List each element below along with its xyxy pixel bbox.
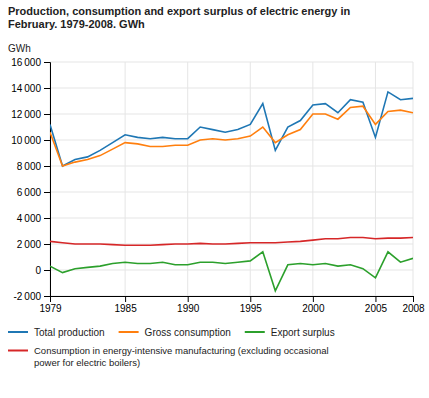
y-grid-line — [50, 192, 413, 193]
x-tick-label: 1979 — [39, 303, 62, 314]
x-tick: 2005 — [365, 296, 388, 314]
legend-label-line: Consumption in energy-intensive manufact… — [34, 345, 329, 356]
legend-label-line: Gross consumption — [145, 327, 231, 338]
x-tick-mark — [375, 296, 376, 302]
y-tick-label: 2 000 — [17, 239, 42, 250]
title-line: February. 1979-2008. GWh — [8, 18, 145, 30]
y-grid-line — [50, 62, 413, 63]
y-tick: 16 000 — [11, 57, 50, 68]
y-tick: 8 000 — [17, 161, 50, 172]
title: Production, consumption and export surpl… — [8, 5, 351, 30]
legend-swatch — [245, 331, 265, 333]
x-tick: 1979 — [39, 296, 62, 314]
y-tick: 0 — [35, 265, 50, 276]
x-grid-line — [375, 62, 376, 296]
y-tick-label: 10 000 — [11, 135, 41, 146]
y-tick-mark — [44, 166, 50, 167]
series-line — [50, 106, 413, 166]
y-tick-label: 4 000 — [17, 213, 42, 224]
y-grid-line — [50, 270, 413, 271]
y-axis-title: GWh — [8, 43, 31, 54]
y-tick: 10 000 — [11, 135, 50, 146]
x-tick: 1985 — [114, 296, 137, 314]
y-tick: 14 000 — [11, 83, 50, 94]
legend-label: Consumption in energy-intensive manufact… — [34, 345, 329, 368]
y-tick: 4 000 — [17, 213, 50, 224]
y-tick-mark — [44, 88, 50, 89]
x-grid-line — [413, 62, 414, 296]
y-tick: 2 000 — [17, 239, 50, 250]
x-tick: 2008 — [402, 296, 425, 314]
x-grid-line — [312, 62, 313, 296]
y-tick-label: 16 000 — [11, 57, 41, 68]
y-grid-line — [50, 88, 413, 89]
legend-label-line: Export surplus — [271, 327, 335, 338]
x-tick-label: 1995 — [240, 303, 263, 314]
legend-item: Export surplus — [245, 327, 335, 338]
legend-item: Gross consumption — [119, 327, 231, 338]
legend-label: Gross consumption — [145, 327, 231, 338]
grid — [50, 62, 413, 296]
y-tick-label: 12 000 — [11, 109, 41, 120]
y-grid-line — [50, 166, 413, 167]
x-tick-mark — [313, 296, 314, 302]
x-axis: 1979 1985 1990 1995 2000 2005 2008 — [39, 296, 425, 314]
x-tick: 2000 — [302, 296, 325, 314]
series-line — [50, 92, 413, 166]
y-axis: -2 000 0 2 000 4 000 6 000 8 000 10 000 12 000 1… — [11, 57, 50, 302]
y-tick-label: 14 000 — [11, 83, 41, 94]
series-line — [50, 252, 413, 291]
legend-label-line: power for electric boilers) — [34, 357, 140, 368]
legend-swatch — [8, 331, 28, 333]
y-tick-mark — [44, 296, 50, 297]
x-tick-label: 2000 — [302, 303, 325, 314]
y-tick: -2 000 — [13, 291, 50, 302]
y-grid-line — [50, 218, 413, 219]
y-tick-label: 8 000 — [17, 161, 42, 172]
x-axis-line — [51, 297, 414, 303]
y-tick-mark — [44, 244, 50, 245]
y-tick-mark — [44, 270, 50, 271]
x-tick-mark — [250, 296, 251, 302]
legend-item: Total production — [8, 327, 105, 338]
y-tick-label: 6 000 — [17, 187, 42, 198]
legend-label-line: Total production — [34, 327, 105, 338]
x-tick: 1995 — [240, 296, 263, 314]
y-tick: 12 000 — [11, 109, 50, 120]
x-tick-mark — [413, 296, 414, 302]
y-tick: 6 000 — [17, 187, 50, 198]
legend: Total production Gross consumption Export … — [8, 327, 335, 368]
legend-swatch — [8, 350, 28, 352]
y-tick-mark — [44, 140, 50, 141]
x-tick-mark — [125, 296, 126, 302]
y-grid-line — [50, 114, 413, 115]
x-grid-line — [187, 62, 188, 296]
x-tick-label: 2008 — [402, 303, 425, 314]
lines — [50, 92, 413, 291]
legend-swatch — [119, 331, 139, 333]
x-grid-line — [125, 62, 126, 296]
y-tick-label: -2 000 — [13, 291, 41, 302]
x-tick: 1990 — [177, 296, 200, 314]
y-tick-mark — [44, 192, 50, 193]
title-line: Production, consumption and export surpl… — [8, 5, 351, 17]
y-tick-mark — [44, 114, 50, 115]
legend-label: Export surplus — [271, 327, 335, 338]
y-tick-label: 0 — [35, 265, 41, 276]
x-tick-label: 2005 — [365, 303, 388, 314]
y-tick-mark — [44, 62, 50, 63]
x-tick-mark — [188, 296, 189, 302]
x-tick-label: 1990 — [177, 303, 200, 314]
y-tick-mark — [44, 218, 50, 219]
legend-label: Total production — [34, 327, 105, 338]
x-tick-label: 1985 — [114, 303, 137, 314]
chart: Production, consumption and export surpl… — [0, 0, 429, 398]
legend-item: Consumption in energy-intensive manufact… — [8, 345, 329, 368]
y-axis-line — [44, 63, 51, 297]
series-line — [50, 238, 413, 246]
